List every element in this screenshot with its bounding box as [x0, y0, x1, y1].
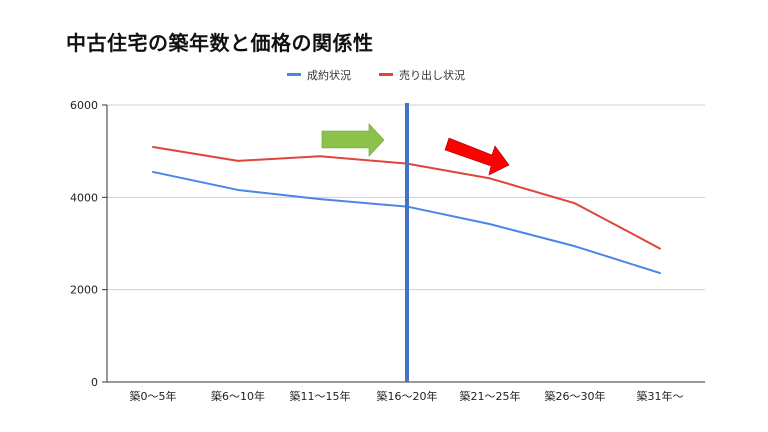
- chart-title: 中古住宅の築年数と価格の関係性: [66, 31, 374, 55]
- data-point: [659, 272, 661, 275]
- y-tick-label: 0: [91, 376, 98, 389]
- x-tick-label: 築6〜10年: [211, 389, 265, 403]
- x-tick-label: 築26〜30年: [545, 389, 606, 403]
- green-arrow-icon: [321, 123, 385, 157]
- y-tick-label: 4000: [70, 191, 98, 204]
- data-point: [489, 223, 491, 226]
- data-point: [489, 177, 491, 180]
- legend-label: 成約状況: [307, 68, 351, 82]
- x-tick-label: 築21〜25年: [460, 389, 521, 403]
- x-tick-label: 築31年〜: [637, 389, 684, 403]
- data-point: [319, 198, 321, 201]
- x-tick-label: 築0〜5年: [130, 389, 177, 403]
- legend-label: 売り出し状況: [399, 68, 465, 82]
- red-arrow-icon: [444, 137, 510, 176]
- y-tick-label: 6000: [70, 99, 98, 112]
- data-point: [574, 245, 576, 248]
- legend-swatch: [379, 73, 393, 76]
- data-point: [152, 146, 154, 149]
- y-tick-label: 2000: [70, 284, 98, 297]
- data-point: [152, 170, 154, 173]
- data-point: [574, 202, 576, 205]
- data-point: [237, 188, 239, 191]
- x-tick-label: 築11〜15年: [290, 389, 351, 403]
- x-tick-label: 築16〜20年: [377, 389, 438, 403]
- legend-swatch: [287, 73, 301, 76]
- data-point: [319, 155, 321, 158]
- data-point: [237, 159, 239, 162]
- data-point: [659, 247, 661, 250]
